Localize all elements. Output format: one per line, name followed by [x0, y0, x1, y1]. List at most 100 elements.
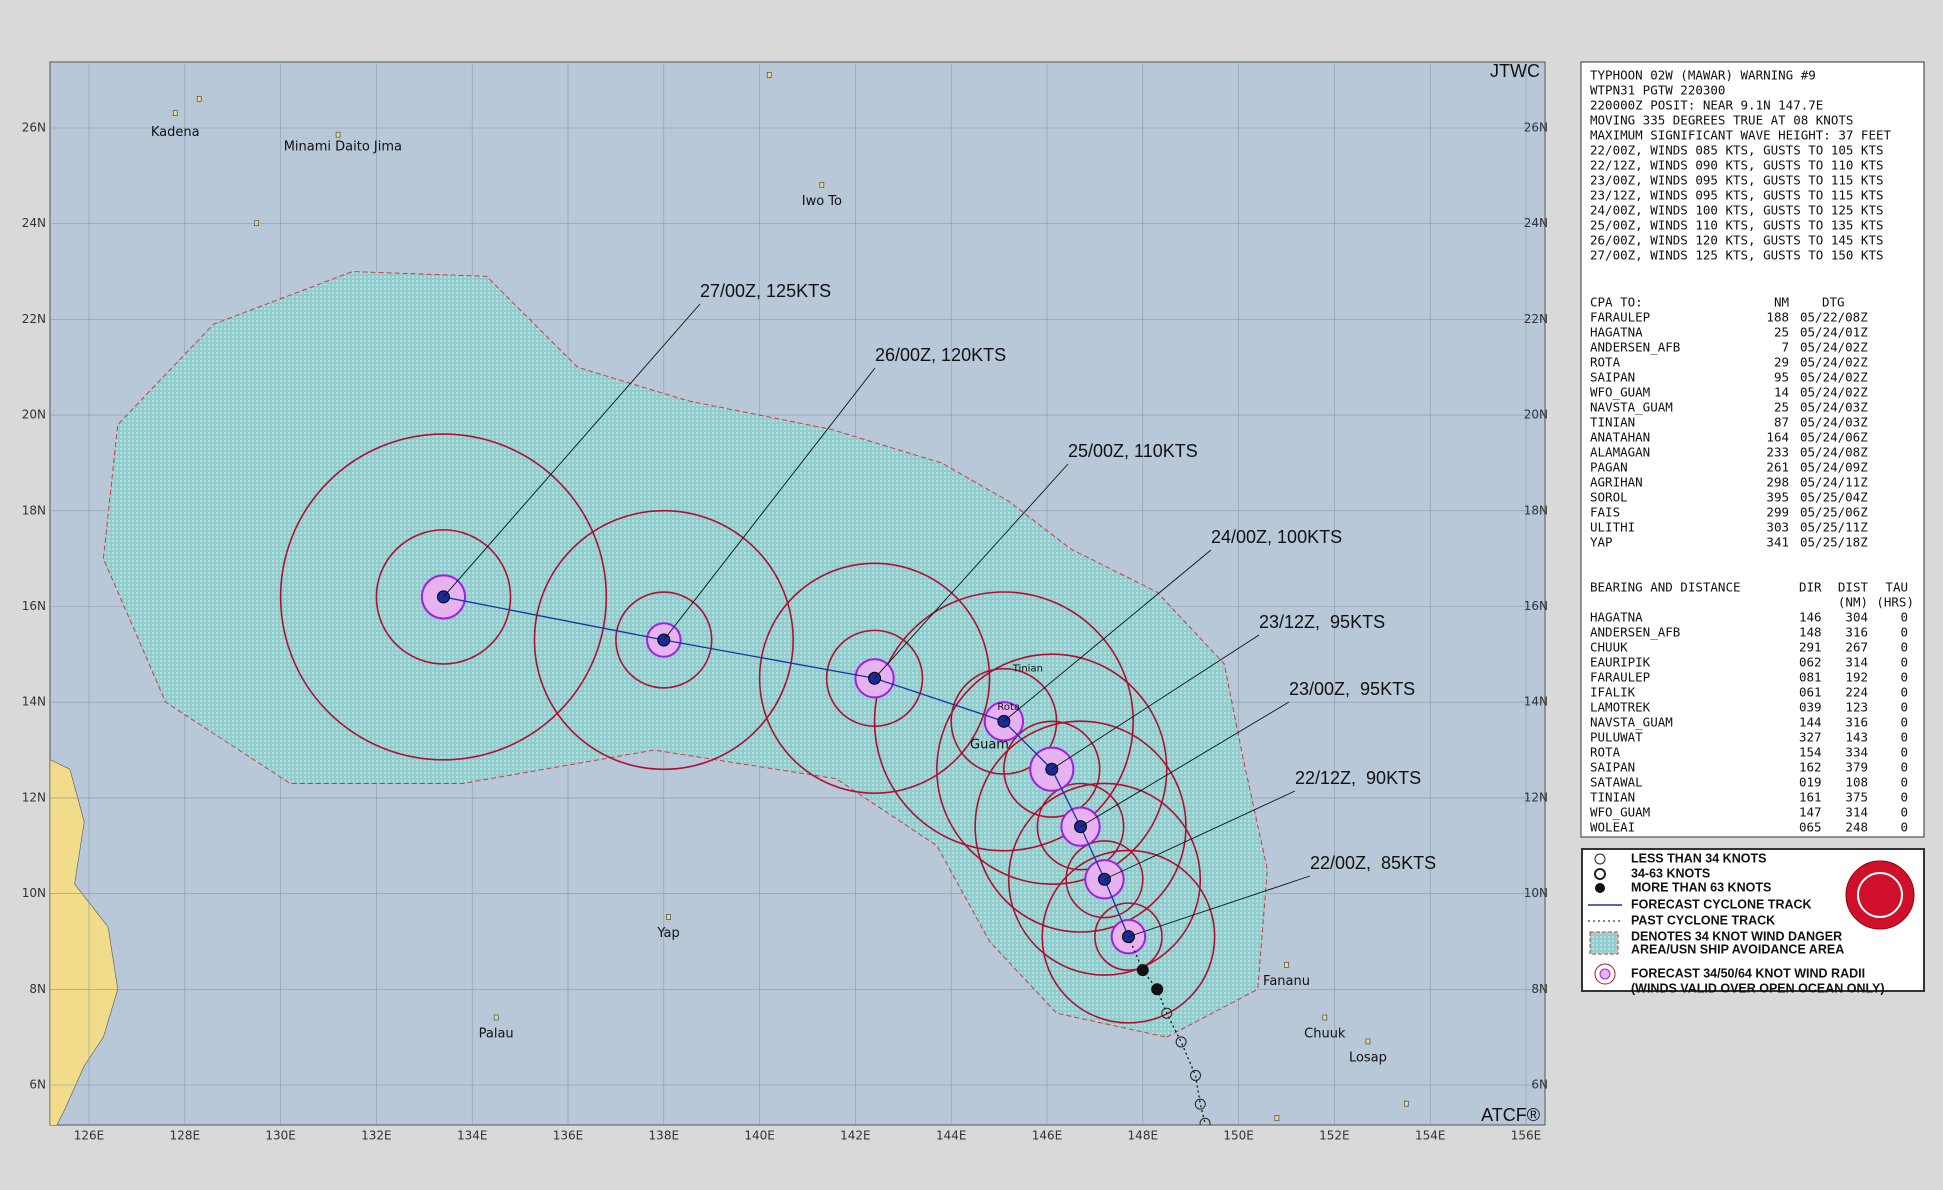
panel-text: 23/12Z, WINDS 095 KTS, GUSTS TO 115 KTS — [1590, 188, 1884, 203]
island — [1365, 1038, 1371, 1045]
forecast-label: 22/12Z, 90KTS — [1295, 768, 1421, 788]
lat-label: 24N — [22, 216, 46, 230]
panel-text: 05/24/03Z — [1800, 400, 1868, 415]
lon-label: 150E — [1223, 1129, 1254, 1143]
panel-text: 248 — [1845, 820, 1868, 835]
panel-text: 062 — [1799, 655, 1822, 670]
panel-text: 0 — [1900, 730, 1908, 745]
panel-text: 05/24/11Z — [1800, 475, 1868, 490]
logo — [1845, 860, 1915, 930]
panel-text: (HRS) — [1876, 595, 1914, 610]
panel-text: 14 — [1774, 385, 1789, 400]
panel-text: 05/24/03Z — [1800, 415, 1868, 430]
panel-text: FARAULEP — [1590, 310, 1650, 325]
panel-text: ANDERSEN_AFB — [1590, 340, 1680, 355]
wind-radius-34 — [758, 562, 991, 795]
panel-text: 316 — [1845, 715, 1868, 730]
leader-line — [1003, 549, 1212, 722]
wind-radius-34 — [1041, 849, 1216, 1024]
panel-text: 304 — [1845, 610, 1868, 625]
panel-text: 267 — [1845, 640, 1868, 655]
panel-text: 379 — [1845, 760, 1868, 775]
place-name: Minami Daito Jima — [284, 139, 402, 154]
legend-symbol — [1594, 963, 1616, 985]
panel-text: 25 — [1774, 400, 1789, 415]
panel-text: 233 — [1766, 445, 1789, 460]
panel-text: MAXIMUM SIGNIFICANT WAVE HEIGHT: 37 FEET — [1590, 128, 1891, 143]
panel-text: 0 — [1900, 655, 1908, 670]
lon-label: 146E — [1032, 1129, 1063, 1143]
lat-label: 16N — [22, 599, 46, 613]
legend-text: AREA/USN SHIP AVOIDANCE AREA — [1631, 942, 1844, 956]
panel-text: 143 — [1845, 730, 1868, 745]
panel-text: NM — [1774, 295, 1789, 310]
panel-text: 05/25/18Z — [1800, 535, 1868, 550]
place-name: Chuuk — [1304, 1027, 1346, 1042]
panel-text: TINIAN — [1590, 790, 1635, 805]
panel-text: 261 — [1766, 460, 1789, 475]
legend-text: MORE THAN 63 KNOTS — [1631, 880, 1771, 894]
island — [766, 72, 772, 78]
legend-symbol — [1589, 931, 1619, 955]
panel-text: WOLEAI — [1590, 820, 1635, 835]
place-name: Fananu — [1263, 974, 1310, 989]
forecast-label: 23/12Z, 95KTS — [1259, 612, 1385, 632]
wind-radius-50 — [615, 591, 713, 689]
panel-text: DIR — [1799, 580, 1822, 595]
lat-label: 16N — [1524, 599, 1548, 613]
lon-label: 144E — [936, 1129, 967, 1143]
panel-text: 05/25/04Z — [1800, 490, 1868, 505]
lat-label: 8N — [1531, 982, 1548, 996]
place-name: Rota — [997, 702, 1020, 713]
panel-text: 327 — [1799, 730, 1822, 745]
past-position — [1151, 983, 1164, 996]
panel-text: 0 — [1900, 625, 1908, 640]
panel-text: 05/24/02Z — [1800, 370, 1868, 385]
info-panel — [1580, 61, 1925, 838]
panel-text: 26/00Z, WINDS 120 KTS, GUSTS TO 145 KTS — [1590, 233, 1884, 248]
panel-text: BEARING AND DISTANCE — [1590, 580, 1741, 595]
panel-text: 0 — [1900, 640, 1908, 655]
lat-label: 10N — [1524, 886, 1548, 900]
place-name: Kadena — [151, 125, 200, 140]
panel-text: 25/00Z, WINDS 110 KTS, GUSTS TO 135 KTS — [1590, 218, 1884, 233]
panel-text: 05/24/01Z — [1800, 325, 1868, 340]
leader-line — [1051, 634, 1260, 770]
panel-text: 0 — [1900, 685, 1908, 700]
panel-text: ALAMAGAN — [1590, 445, 1650, 460]
panel-text: 314 — [1845, 655, 1868, 670]
wind-radius-34 — [974, 720, 1187, 933]
panel-text: 161 — [1799, 790, 1822, 805]
lat-label: 12N — [22, 790, 46, 804]
panel-text: AGRIHAN — [1590, 475, 1643, 490]
panel-text: 24/00Z, WINDS 100 KTS, GUSTS TO 125 KTS — [1590, 203, 1884, 218]
panel-text: 061 — [1799, 685, 1822, 700]
lat-label: 14N — [1524, 695, 1548, 709]
panel-text: 375 — [1845, 790, 1868, 805]
panel-text: 299 — [1766, 505, 1789, 520]
island — [493, 1014, 499, 1021]
panel-text: 123 — [1845, 700, 1868, 715]
panel-text: 29 — [1774, 355, 1789, 370]
panel-text: DTG — [1822, 295, 1845, 310]
panel-text: 065 — [1799, 820, 1822, 835]
lat-label: 18N — [22, 503, 46, 517]
island — [1322, 1014, 1328, 1021]
panel-text: 27/00Z, WINDS 125 KTS, GUSTS TO 150 KTS — [1590, 248, 1884, 263]
lat-label: 18N — [1524, 503, 1548, 517]
panel-text: 334 — [1845, 745, 1868, 760]
panel-text: ANDERSEN_AFB — [1590, 625, 1680, 640]
panel-text: 22/00Z, WINDS 085 KTS, GUSTS TO 105 KTS — [1590, 143, 1884, 158]
panel-text: 316 — [1845, 625, 1868, 640]
forecast-label: 27/00Z, 125KTS — [700, 281, 831, 301]
place-name: Yap — [656, 926, 679, 941]
panel-text: 0 — [1900, 610, 1908, 625]
panel-text: 0 — [1900, 760, 1908, 775]
lon-label: 142E — [840, 1129, 871, 1143]
legend-text: DENOTES 34 KNOT WIND DANGER — [1631, 929, 1842, 943]
panel-text: PAGAN — [1590, 460, 1628, 475]
panel-text: 0 — [1900, 775, 1908, 790]
island — [196, 95, 202, 102]
panel-text: 7 — [1781, 340, 1789, 355]
